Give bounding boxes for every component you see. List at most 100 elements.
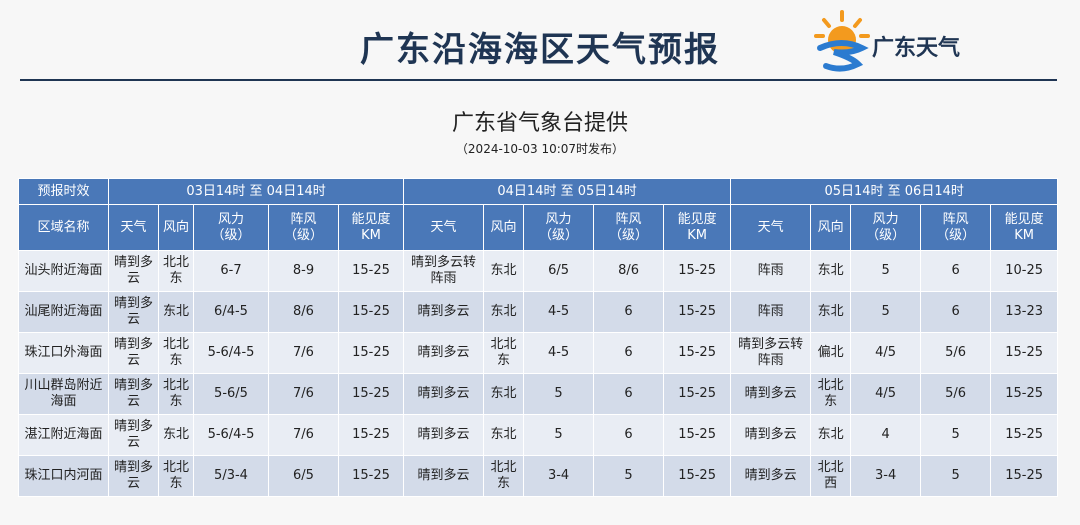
title: 广东沿海海区天气预报 [360, 30, 720, 70]
data-cell: 10-25 [990, 250, 1059, 292]
data-cell: 晴到多云 [730, 414, 812, 456]
data-cell: 晴到多云 [108, 414, 159, 456]
data-cell: 6/4-5 [193, 291, 269, 333]
column-header: 能见度 KM [337, 204, 405, 251]
data-cell: 晴到多云 [730, 455, 812, 497]
data-cell: 5-6/5 [193, 373, 269, 415]
data-cell: 3-4 [850, 455, 922, 497]
issued-time: （2024-10-03 10:07时发布） [455, 142, 625, 156]
data-cell: 4-5 [523, 332, 595, 374]
data-cell: 东北 [483, 414, 525, 456]
data-cell: 东北 [483, 250, 525, 292]
header-row: 区域名称 天气 风向 风力 （级） 阵风 （级） 能见度 KM 天气 风向 风力 （级） 阵风 （… [18, 204, 1059, 251]
forecast-table: 预报时效 03日14时 至 04日14时 04日14时 至 05日14时 05日14时… [18, 178, 1059, 497]
column-header: 阵风 （级） [268, 204, 339, 251]
data-cell: 晴到多云 [108, 332, 159, 374]
data-cell: 15-25 [663, 455, 732, 497]
data-cell: 15-25 [990, 332, 1059, 374]
data-cell: 北北东 [483, 332, 525, 374]
data-row: 珠江口内河面 晴到多云 北北东 5/3-4 6/5 15-25 晴到多云 北北东 3-4 5 15-… [18, 455, 1059, 497]
divider [20, 79, 1057, 81]
data-cell: 晴到多云 [730, 373, 812, 415]
column-header: 风向 [810, 204, 852, 251]
data-cell: 东北 [810, 414, 852, 456]
column-header: 阵风 （级） [593, 204, 665, 251]
data-cell: 6/5 [523, 250, 595, 292]
data-cell: 北北东 [810, 373, 852, 415]
data-cell: 7/6 [268, 414, 339, 456]
data-cell: 5/3-4 [193, 455, 269, 497]
column-header: 风向 [483, 204, 525, 251]
data-cell: 东北 [483, 373, 525, 415]
data-cell: 15-25 [337, 250, 405, 292]
data-cell: 偏北 [810, 332, 852, 374]
data-cell: 15-25 [990, 373, 1059, 415]
region-cell: 湛江附近海面 [18, 414, 109, 456]
data-cell: 5 [523, 414, 595, 456]
region-label: 区域名称 [18, 204, 109, 251]
data-cell: 北北东 [483, 455, 525, 497]
data-cell: 5 [523, 373, 595, 415]
data-cell: 15-25 [337, 373, 405, 415]
data-cell: 东北 [810, 291, 852, 333]
data-cell: 北北东 [158, 332, 194, 374]
data-cell: 6 [593, 332, 665, 374]
data-cell: 7/6 [268, 373, 339, 415]
data-cell: 15-25 [663, 250, 732, 292]
region-cell: 汕头附近海面 [18, 250, 109, 292]
data-cell: 晴到多云 [403, 414, 485, 456]
column-header: 天气 [403, 204, 485, 251]
data-cell: 6 [920, 291, 992, 333]
data-cell: 北北东 [158, 373, 194, 415]
data-cell: 5 [920, 455, 992, 497]
data-cell: 5 [593, 455, 665, 497]
data-cell: 北北东 [158, 250, 194, 292]
data-cell: 15-25 [663, 414, 732, 456]
data-row: 珠江口外海面 晴到多云 北北东 5-6/4-5 7/6 15-25 晴到多云 北北东 4-5 6 1… [18, 332, 1059, 374]
data-row: 川山群岛附近海面 晴到多云 北北东 5-6/5 7/6 15-25 晴到多云 东北 5 6 15-2… [18, 373, 1059, 415]
column-header: 风力 （级） [850, 204, 922, 251]
data-cell: 8/6 [593, 250, 665, 292]
logo-text: 广东天气 [872, 36, 961, 61]
data-row: 汕尾附近海面 晴到多云 东北 6/4-5 8/6 15-25 晴到多云 东北 4-5 6 15-25… [18, 291, 1059, 333]
data-cell: 3-4 [523, 455, 595, 497]
data-cell: 6-7 [193, 250, 269, 292]
period-header: 04日14时 至 05日14时 [403, 178, 732, 205]
data-cell: 5-6/4-5 [193, 414, 269, 456]
data-cell: 晴到多云 [108, 291, 159, 333]
data-cell: 6 [593, 291, 665, 333]
column-header: 天气 [108, 204, 159, 251]
region-cell: 川山群岛附近海面 [18, 373, 109, 415]
data-cell: 阵雨 [730, 291, 812, 333]
data-cell: 东北 [810, 250, 852, 292]
data-cell: 7/6 [268, 332, 339, 374]
period-header: 05日14时 至 06日14时 [730, 178, 1059, 205]
data-cell: 北北东 [158, 455, 194, 497]
data-cell: 晴到多云 [403, 373, 485, 415]
data-cell: 8/6 [268, 291, 339, 333]
data-cell: 15-25 [990, 414, 1059, 456]
data-cell: 5/6 [920, 332, 992, 374]
data-cell: 15-25 [663, 332, 732, 374]
data-cell: 15-25 [663, 291, 732, 333]
data-cell: 晴到多云 [108, 455, 159, 497]
data-cell: 晴到多云 [403, 455, 485, 497]
region-cell: 汕尾附近海面 [18, 291, 109, 333]
data-cell: 15-25 [337, 291, 405, 333]
subtitle: 广东省气象台提供 [451, 111, 628, 136]
data-cell: 4-5 [523, 291, 595, 333]
data-cell: 晴到多云转阵雨 [730, 332, 812, 374]
data-cell: 5/6 [920, 373, 992, 415]
data-cell: 晴到多云 [108, 250, 159, 292]
data-cell: 东北 [158, 291, 194, 333]
data-cell: 阵雨 [730, 250, 812, 292]
data-cell: 北北西 [810, 455, 852, 497]
column-header: 天气 [730, 204, 812, 251]
data-cell: 晴到多云 [403, 332, 485, 374]
data-row: 湛江附近海面 晴到多云 东北 5-6/4-5 7/6 15-25 晴到多云 东北 5 6 15-25… [18, 414, 1059, 456]
data-cell: 6 [920, 250, 992, 292]
data-cell: 东北 [158, 414, 194, 456]
data-cell: 4/5 [850, 332, 922, 374]
data-cell: 15-25 [337, 332, 405, 374]
